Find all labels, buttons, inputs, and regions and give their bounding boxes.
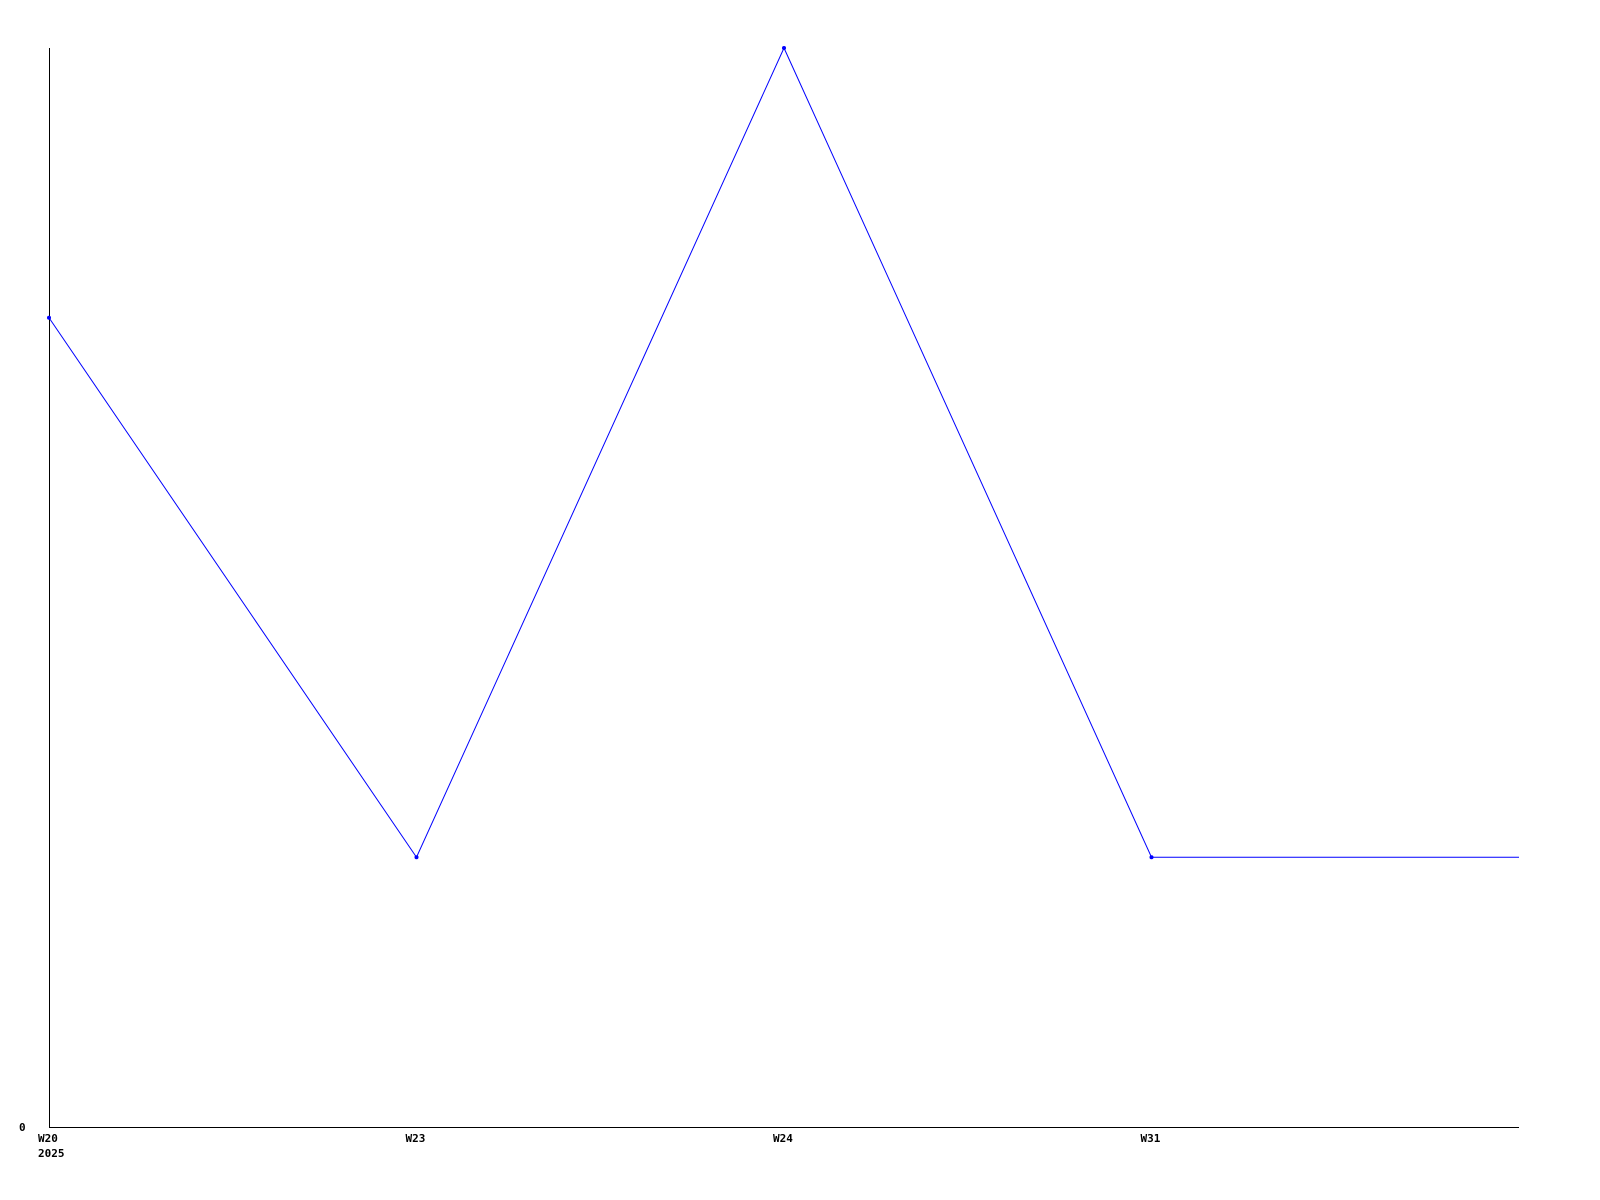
x-tick-label: W23 [406, 1132, 426, 1145]
x-tick-sublabel: 2025 [38, 1147, 65, 1160]
data-point [782, 46, 786, 50]
series-line [48, 46, 1519, 859]
data-point [1149, 855, 1154, 860]
y-tick-label-0: 0 [19, 1121, 26, 1134]
data-point [414, 855, 419, 860]
x-tick-label: W31 [1141, 1132, 1161, 1145]
x-tick-label: W20 [38, 1132, 58, 1145]
data-point [47, 315, 51, 320]
x-tick-label: W24 [773, 1132, 793, 1145]
